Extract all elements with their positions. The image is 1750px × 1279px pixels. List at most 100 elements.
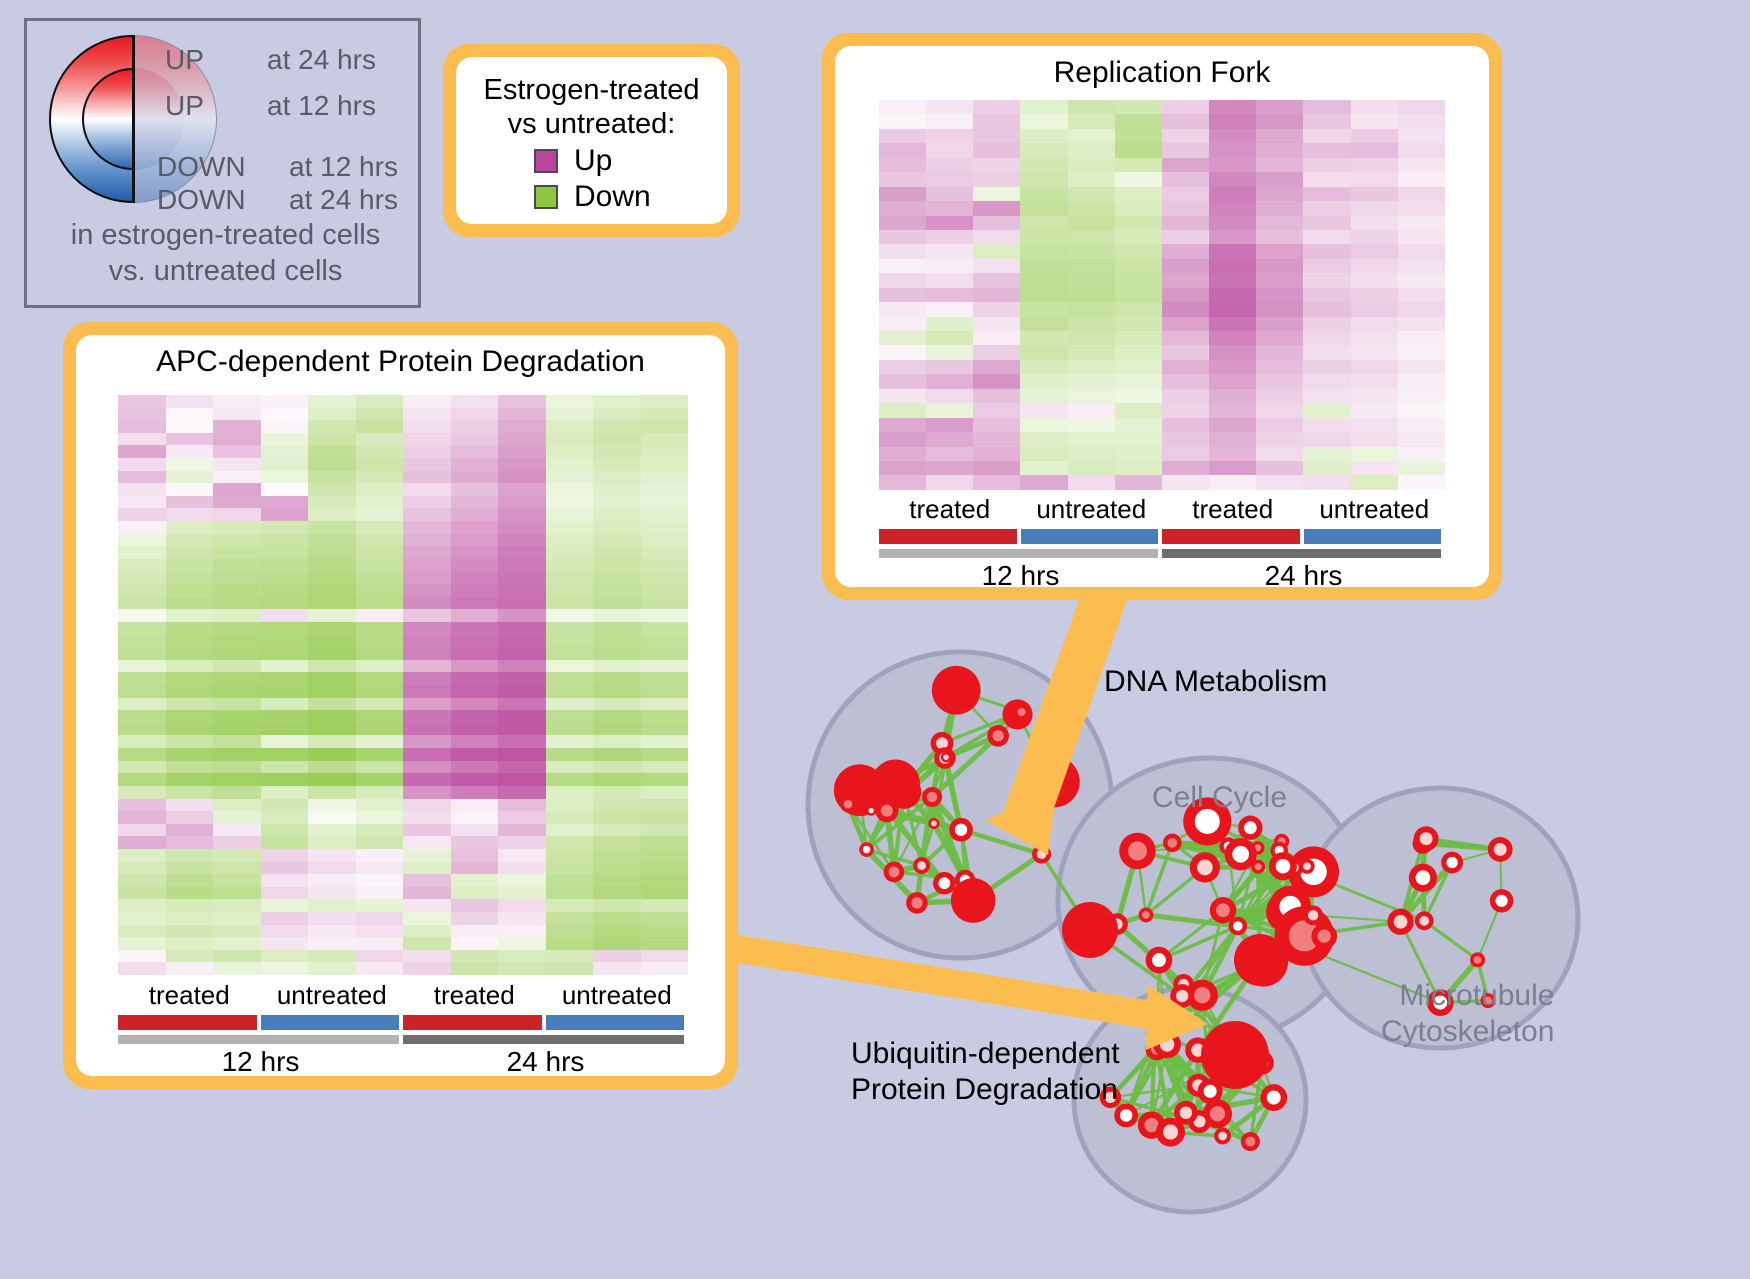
heatmap-cell xyxy=(213,609,261,622)
heatmap-cell xyxy=(213,710,261,723)
heatmap-cell xyxy=(213,672,261,686)
heatmap-cell xyxy=(1114,475,1162,490)
heatmap-cell xyxy=(640,785,688,799)
heatmap-cell xyxy=(403,937,451,950)
heatmap-cell xyxy=(593,760,641,774)
heatmap-cell xyxy=(260,571,308,585)
heatmap-cell xyxy=(213,546,261,559)
network-node xyxy=(1238,815,1263,840)
network-node xyxy=(1014,704,1030,720)
heatmap-cell xyxy=(640,672,688,686)
heatmap-cell xyxy=(879,287,927,303)
heatmap-cell xyxy=(1303,374,1351,389)
heatmap-cell xyxy=(640,634,688,648)
heatmap-cell xyxy=(403,458,451,471)
heatmap-cell xyxy=(1161,100,1210,115)
heatmap-cell xyxy=(973,114,1021,129)
heatmap-cell xyxy=(498,672,546,686)
heatmap-cell xyxy=(1209,475,1257,490)
heatmap-cell xyxy=(403,483,451,496)
heatmap-cell xyxy=(1209,403,1257,418)
heatmap-cell xyxy=(1397,446,1445,461)
heatmap-cell xyxy=(118,634,166,648)
heatmap-cell xyxy=(450,861,498,875)
heatmap-cell xyxy=(1350,172,1398,187)
heatmap-cell xyxy=(1350,157,1398,173)
heatmap-cell xyxy=(1397,157,1445,173)
heatmap-cell xyxy=(355,811,403,824)
heatmap-cell xyxy=(593,495,641,509)
heatmap-cell xyxy=(545,685,593,698)
heatmap-column xyxy=(1020,100,1068,490)
heatmap-cell xyxy=(926,273,974,288)
heatmap-group-label: treated xyxy=(1192,494,1274,524)
heatmap-cell xyxy=(1350,287,1398,303)
heatmap-cell xyxy=(498,571,546,585)
network-node xyxy=(1062,902,1118,958)
heatmap-cell xyxy=(879,258,927,274)
heatmap-time-label: 24 hrs xyxy=(1264,560,1343,591)
heatmap-cell xyxy=(879,417,927,433)
heatmap-cell xyxy=(308,634,356,648)
heatmap-cell xyxy=(308,962,356,976)
heatmap-cell xyxy=(1350,403,1398,418)
key-time-down-12: at 12 hrs xyxy=(289,151,398,182)
heatmap-cell xyxy=(498,407,546,421)
heatmap-cell xyxy=(1114,388,1162,404)
heatmap-cell xyxy=(1067,475,1115,490)
heatmap-cell xyxy=(355,836,403,849)
heatmap-cell xyxy=(973,432,1021,447)
heatmap-cell xyxy=(403,722,451,736)
heatmap-cell xyxy=(260,785,308,799)
key-time-up-12: at 12 hrs xyxy=(267,90,376,121)
heatmap-cell xyxy=(1161,201,1210,216)
heatmap-cell xyxy=(1209,302,1257,317)
network-node xyxy=(1311,923,1338,950)
heatmap-cell xyxy=(1397,258,1445,274)
heatmap-column xyxy=(593,395,641,976)
heatmap-cell xyxy=(403,685,451,698)
heatmap-cell xyxy=(879,446,927,461)
heatmap-cell xyxy=(498,558,546,572)
heatmap-cell xyxy=(213,533,261,547)
heatmap-cell xyxy=(213,861,261,875)
heatmap-cell xyxy=(1397,302,1445,317)
heatmap-cell xyxy=(403,798,451,812)
replication-fork-group-labels: treated untreated treated untreated xyxy=(879,494,1445,525)
network-node xyxy=(940,751,952,763)
heatmap-cell xyxy=(1303,345,1351,360)
heatmap-cell xyxy=(1161,345,1210,360)
heatmap-cell xyxy=(1020,359,1068,375)
heatmap-cell xyxy=(640,659,688,673)
legend-label-down: Down xyxy=(574,180,651,213)
heatmap-cell xyxy=(308,798,356,812)
heatmap-cell xyxy=(593,697,641,711)
heatmap-cell xyxy=(879,359,927,375)
heatmap-cell xyxy=(879,128,927,144)
key-label-down-12: DOWN xyxy=(157,151,246,182)
heatmap-cell xyxy=(1114,172,1162,187)
heatmap-cell xyxy=(593,722,641,736)
heatmap-cell xyxy=(213,949,261,963)
heatmap-cell xyxy=(879,345,927,360)
heatmap-cell xyxy=(1350,432,1398,447)
heatmap-cell xyxy=(450,937,498,950)
heatmap-cell xyxy=(545,773,593,786)
heatmap-cell xyxy=(355,445,403,459)
heatmap-cell xyxy=(640,911,688,925)
heatmap-cell xyxy=(1114,244,1162,259)
heatmap-cell xyxy=(1256,302,1304,317)
heatmap-cell xyxy=(118,861,166,875)
heatmap-cell xyxy=(879,229,927,245)
heatmap-cell xyxy=(308,521,356,534)
network-node xyxy=(1119,832,1156,870)
heatmap-cell xyxy=(1020,215,1068,230)
heatmap-cell xyxy=(926,374,974,389)
network-node xyxy=(1470,952,1486,968)
heatmap-cell xyxy=(118,483,166,496)
heatmap-cell xyxy=(355,621,403,635)
heatmap-cell xyxy=(260,546,308,559)
heatmap-cell xyxy=(213,395,261,408)
heatmap-cell xyxy=(355,395,403,408)
heatmap-cell xyxy=(355,634,403,648)
